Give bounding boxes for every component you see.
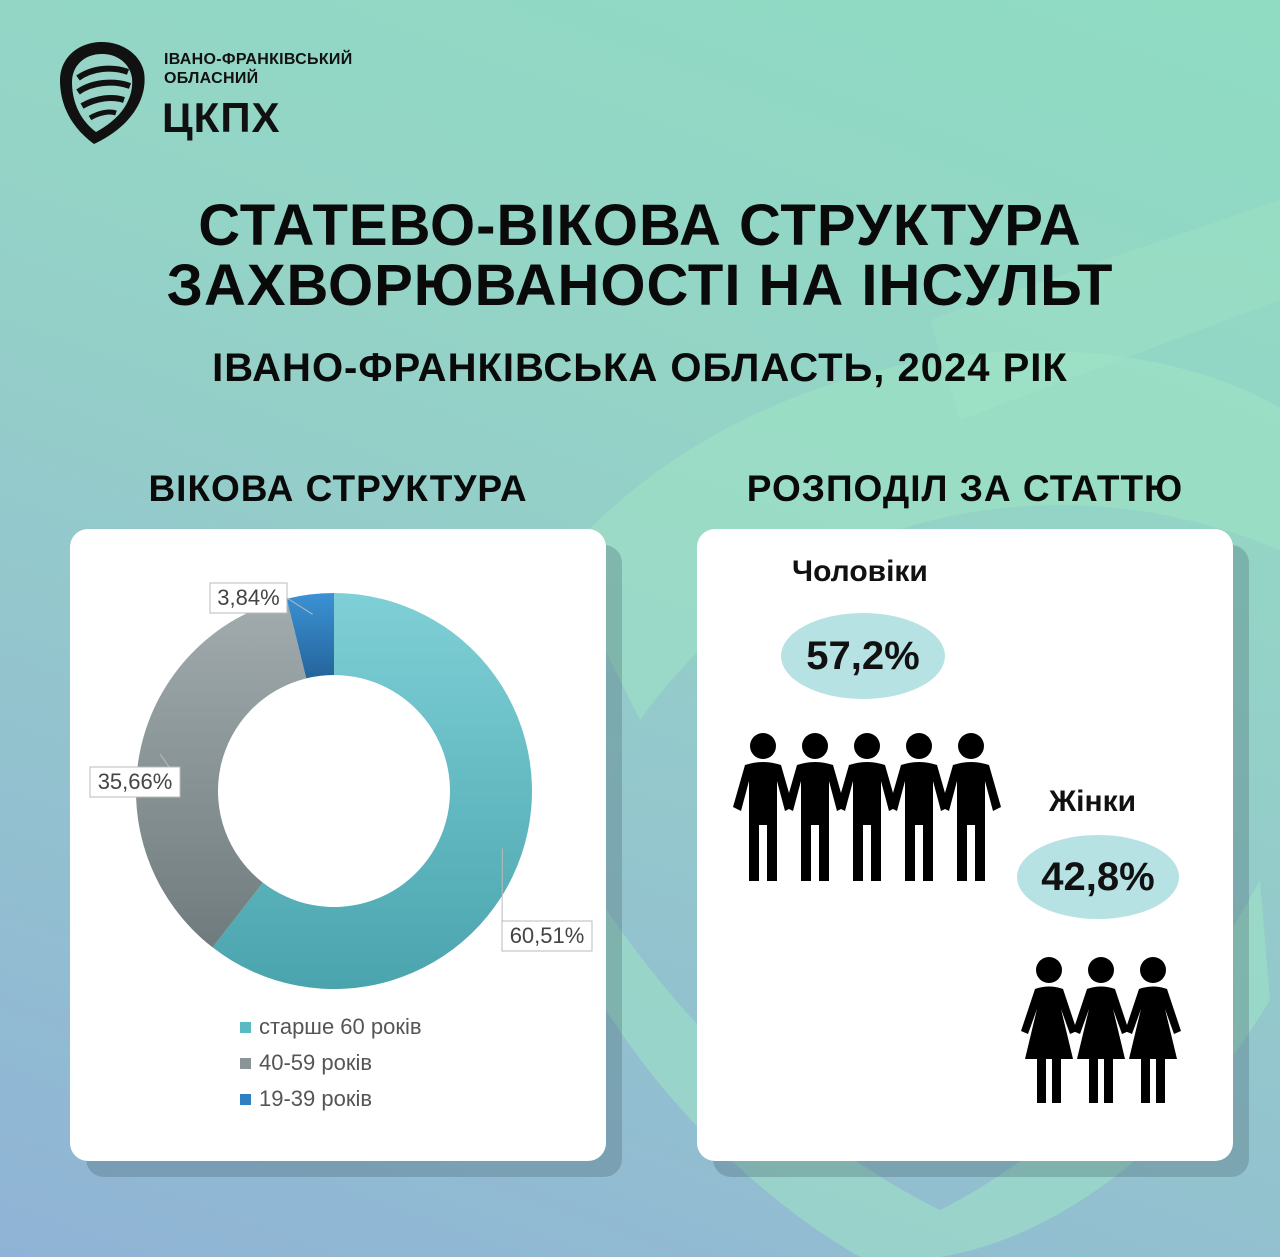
logo-line-2: ОБЛАСНИЙ [164,70,259,87]
men-figures-icon [733,733,1001,881]
title-line-2: ЗАХВОРЮВАНОСТІ НА ІНСУЛЬТ [166,253,1114,318]
shield-icon [60,42,145,144]
legend-label-2: 40-59 років [259,1050,373,1075]
legend-label-3: 19-39 років [259,1086,373,1111]
legend-swatch-3 [240,1093,251,1105]
women-label: Жінки [1049,785,1137,818]
title-line-1: СТАТЕВО-ВІКОВА СТРУКТУРА [198,193,1082,258]
donut-slice-3 [286,593,334,679]
value-label-box-3 [209,582,288,614]
label-leader-line-3 [286,597,313,615]
legend-item-3: 19-39 років [240,1081,422,1117]
value-label-1: 60,51% [510,923,585,948]
logo-subtitle: ІВАНО-ФРАНКІВСЬКИЙ ОБЛАСНИЙ [164,50,353,88]
logo-name: ЦКПХ [162,94,281,141]
women-percentage: 42,8% [1017,835,1179,919]
legend-swatch-1 [240,1021,251,1033]
women-figures-icon [1021,957,1181,1103]
chart-legend: старше 60 років 40-59 років 19-39 років [240,1009,422,1117]
page-title: СТАТЕВО-ВІКОВА СТРУКТУРА ЗАХВОРЮВАНОСТІ … [0,196,1280,316]
value-label-3: 3,84% [217,585,279,610]
gender-card: Чоловіки 57,2% Жінки 42,8% [697,529,1233,1161]
legend-swatch-2 [240,1057,251,1069]
donut-chart: 60,51% 35,66% 3,84% [89,582,593,989]
legend-item-1: старше 60 років [240,1009,422,1045]
donut-slice-2 [135,598,307,948]
value-label-2: 35,66% [98,769,173,794]
men-percentage: 57,2% [781,613,945,699]
value-label-box-1 [501,920,593,952]
donut-slice-1 [212,593,532,989]
age-chart-card: 60,51% 35,66% 3,84% старше 60 років 40-59 р… [70,529,606,1161]
legend-item-2: 40-59 років [240,1045,422,1081]
organization-logo: ІВАНО-ФРАНКІВСЬКИЙ ОБЛАСНИЙ ЦКПХ [52,38,382,148]
legend-label-1: старше 60 років [259,1014,422,1039]
page-subtitle: ІВАНО-ФРАНКІВСЬКА ОБЛАСТЬ, 2024 РІК [212,346,1068,390]
men-label: Чоловіки [792,555,928,588]
logo-line-1: ІВАНО-ФРАНКІВСЬКИЙ [164,51,353,68]
value-label-box-2 [89,766,181,798]
age-structure-heading: ВІКОВА СТРУКТУРА [148,468,528,509]
gender-distribution-heading: РОЗПОДІЛ ЗА СТАТТЮ [746,468,1184,509]
